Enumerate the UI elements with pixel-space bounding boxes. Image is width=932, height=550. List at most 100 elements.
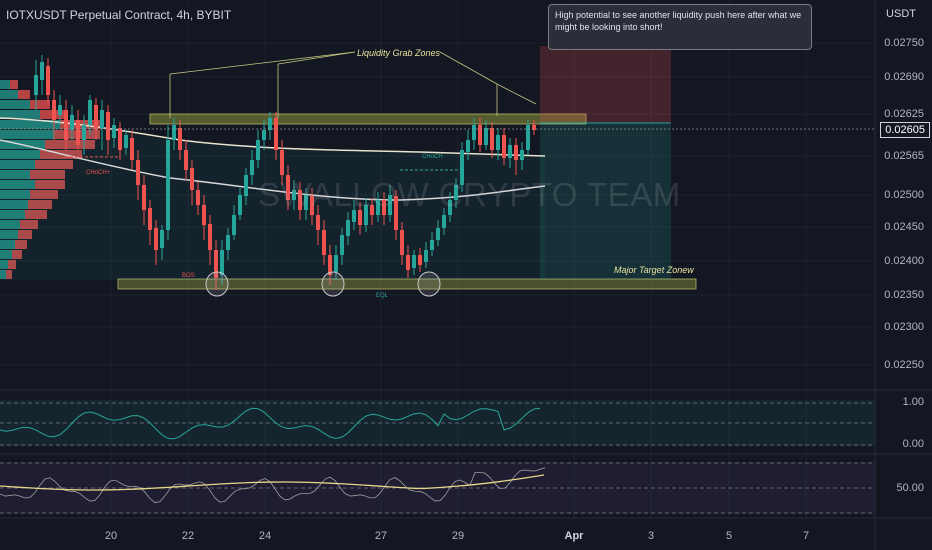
candle: [178, 120, 182, 160]
rsi-tick: 0.00: [902, 438, 924, 450]
candle: [382, 192, 386, 225]
price-tick: 0.02250: [884, 359, 924, 371]
eql-circle-icon: [417, 271, 441, 297]
candle: [298, 182, 302, 220]
candle: [526, 120, 530, 155]
candle: [94, 98, 98, 140]
candle: [112, 118, 116, 148]
time-tick: 3: [647, 530, 655, 542]
time-tick: 27: [374, 530, 388, 542]
candle: [520, 142, 524, 170]
candle: [370, 198, 374, 225]
liquidity-label: Liquidity Grab Zones: [357, 48, 441, 58]
candle: [262, 120, 266, 150]
price-tick: 0.02625: [884, 108, 924, 120]
candle: [130, 130, 134, 170]
candle: [412, 250, 416, 275]
candle: [196, 182, 200, 215]
candle: [334, 245, 338, 280]
symbol-title[interactable]: IOTXUSDT Perpetual Contract, 4h, BYBIT: [6, 8, 232, 22]
candle: [220, 240, 224, 285]
candle: [418, 248, 422, 272]
candle: [250, 150, 254, 185]
candle: [358, 202, 362, 235]
candle: [424, 242, 428, 268]
target-zone: [117, 278, 697, 290]
candle: [460, 142, 464, 192]
candle: [274, 112, 278, 160]
candle: [346, 212, 350, 245]
candle: [388, 185, 392, 222]
candle: [484, 120, 488, 150]
candle: [310, 188, 314, 225]
candle: [58, 95, 62, 125]
candle: [454, 178, 458, 208]
time-tick: 5: [725, 530, 733, 542]
candle: [154, 220, 158, 265]
candle: [400, 222, 404, 265]
candle: [142, 175, 146, 225]
time-tick: 24: [258, 530, 272, 542]
candle: [226, 228, 230, 260]
candle: [268, 112, 272, 140]
time-tick: 29: [451, 530, 465, 542]
price-tick: 0.02565: [884, 150, 924, 162]
time-tick: 22: [181, 530, 195, 542]
candle: [40, 55, 44, 95]
time-tick: 20: [104, 530, 118, 542]
candle: [466, 130, 470, 160]
candle: [238, 188, 242, 220]
candle: [118, 122, 122, 160]
time-tick: Apr: [564, 530, 584, 542]
supply-zone: [149, 113, 587, 125]
candle: [322, 220, 326, 265]
candle: [478, 118, 482, 152]
candle: [232, 205, 236, 240]
osc-tick: 50.00: [896, 482, 924, 494]
current-price-badge: 0.02605: [880, 122, 930, 138]
price-tick: 0.02450: [884, 221, 924, 233]
price-tick: 0.02500: [884, 189, 924, 201]
candle: [304, 188, 308, 220]
choch-label-right: CHoCH: [422, 154, 443, 160]
candle: [394, 190, 398, 240]
stop-zone: [540, 46, 671, 123]
price-tick: 0.02750: [884, 37, 924, 49]
bos-label: BOS: [182, 273, 195, 279]
candle: [46, 58, 50, 105]
candle: [490, 122, 494, 158]
ma-line-2: [0, 139, 546, 201]
candle: [514, 138, 518, 175]
currency-label: USDT: [886, 8, 916, 20]
candle: [472, 118, 476, 150]
candle: [340, 228, 344, 265]
target-label: Major Target Zonew: [614, 265, 694, 275]
eql-circles: [205, 271, 441, 297]
candle: [430, 232, 434, 256]
candle: [286, 165, 290, 210]
candle: [136, 150, 140, 200]
watermark: SWALLOW CRYPTO TEAM: [258, 176, 681, 213]
candle: [532, 120, 536, 135]
candle: [316, 205, 320, 245]
analysis-callout[interactable]: High potential to see another liquidity …: [548, 4, 812, 50]
candle: [124, 130, 128, 155]
candle: [100, 100, 104, 150]
candle: [184, 140, 188, 180]
candle: [406, 245, 410, 278]
candle: [160, 225, 164, 260]
candle: [328, 245, 332, 285]
profit-zone: [540, 123, 671, 279]
candle: [364, 198, 368, 232]
candle: [436, 220, 440, 246]
rsi-tick: 1.00: [902, 396, 924, 408]
candle: [190, 160, 194, 205]
candle: [508, 138, 512, 168]
candle: [202, 195, 206, 240]
candle: [448, 192, 452, 222]
price-tick: 0.02300: [884, 321, 924, 333]
eql-label: EQL: [376, 293, 389, 299]
price-tick: 0.02690: [884, 71, 924, 83]
candle: [172, 118, 176, 150]
